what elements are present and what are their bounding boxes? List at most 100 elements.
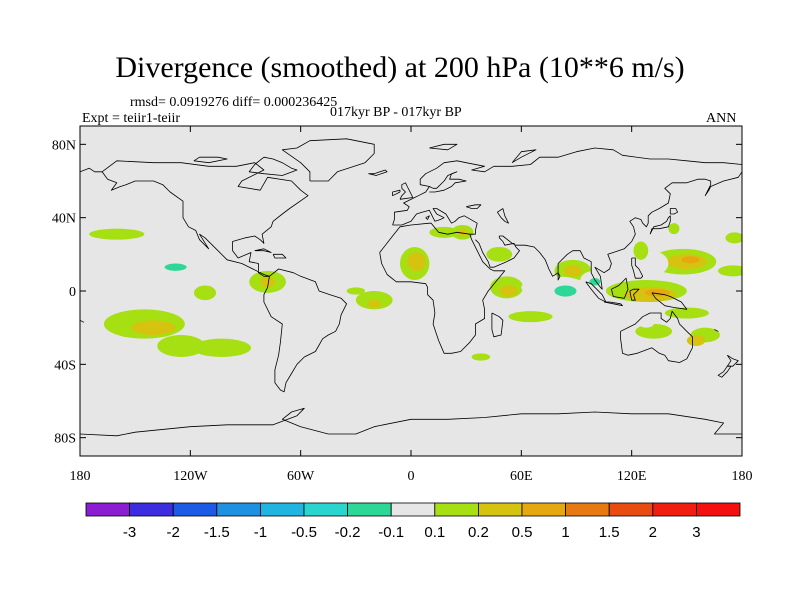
coastline xyxy=(714,329,719,332)
divergence-anomaly-region xyxy=(725,232,742,244)
divergence-anomaly-region xyxy=(635,324,673,339)
coastline xyxy=(392,147,742,226)
divergence-anomaly-region xyxy=(308,226,323,238)
season-label: ANN xyxy=(706,111,737,126)
coastline xyxy=(399,182,414,200)
divergence-anomaly-region xyxy=(686,335,706,346)
divergence-anomaly-region xyxy=(366,300,382,308)
coastline xyxy=(717,365,732,378)
colorbar-swatch xyxy=(303,502,348,517)
coastline xyxy=(557,272,561,281)
divergence-anomaly-region xyxy=(219,267,250,279)
coastline xyxy=(649,215,671,235)
colorbar-label: 3 xyxy=(692,524,700,541)
coastline xyxy=(368,169,388,176)
coastline xyxy=(425,215,430,220)
divergence-anomaly-region xyxy=(260,276,275,288)
coastline xyxy=(651,292,688,310)
divergence-anomaly-region xyxy=(499,285,518,297)
divergence-anomaly-region xyxy=(269,212,288,231)
coastline xyxy=(726,354,739,367)
colorbar-swatch xyxy=(521,502,566,517)
coastline xyxy=(379,222,506,354)
stats-line: rmsd= 0.0919276 diff= 0.000236425 xyxy=(130,95,338,110)
coastline xyxy=(248,156,298,176)
colorbar-label: -3 xyxy=(123,524,136,541)
coastline xyxy=(263,268,347,393)
colorbar-swatch xyxy=(652,502,697,517)
coastline xyxy=(511,149,537,164)
coastline xyxy=(497,208,509,224)
colorbar-swatch xyxy=(434,502,479,517)
divergence-anomaly-region xyxy=(320,278,354,290)
divergence-anomaly-region xyxy=(458,322,481,334)
period-label: 017kyr BP - 017kyr BP xyxy=(330,105,462,120)
colorbar-label: 1.5 xyxy=(599,524,620,541)
divergence-anomaly-region xyxy=(157,335,206,357)
colorbar-swatch xyxy=(216,502,261,517)
lat-tick-label: 40S xyxy=(54,358,76,373)
colorbar-swatch xyxy=(172,502,218,517)
coastline xyxy=(80,167,103,173)
coastline xyxy=(475,171,742,290)
colorbar-label: 0.5 xyxy=(512,524,533,541)
divergence-anomaly-region xyxy=(129,347,160,356)
coastline xyxy=(604,301,623,307)
divergence-anomaly-region xyxy=(456,228,469,236)
coastline xyxy=(631,257,644,279)
divergence-anomaly-region xyxy=(633,241,649,260)
coastline xyxy=(611,277,629,299)
divergence-anomaly-region xyxy=(690,241,720,249)
divergence-anomaly-region xyxy=(508,311,553,323)
coastline xyxy=(193,156,228,164)
divergence-anomaly-region xyxy=(247,311,274,326)
colorbar-swatch xyxy=(565,502,610,517)
divergence-anomaly-region xyxy=(436,351,467,359)
experiment-label: Expt = teiir1-teiir xyxy=(82,111,181,126)
colorbar-swatch xyxy=(477,502,523,517)
colorbar-label: 1 xyxy=(561,524,569,541)
lon-tick-label: 60E xyxy=(510,469,533,484)
coastline xyxy=(429,143,458,151)
coastline xyxy=(429,171,467,193)
colorbar-label: 0.2 xyxy=(468,524,489,541)
coastline xyxy=(629,288,640,301)
divergence-anomaly-region xyxy=(346,287,366,295)
colorbar-label: 0.1 xyxy=(424,524,445,541)
divergence-anomaly-region xyxy=(576,232,614,251)
divergence-anomaly-region xyxy=(192,338,252,358)
colorbar-swatch xyxy=(129,502,174,517)
lon-tick-label: 0 xyxy=(408,469,415,484)
divergence-anomaly-region xyxy=(554,285,577,297)
divergence-anomaly-region xyxy=(497,314,509,323)
lat-tick-label: 0 xyxy=(69,285,76,300)
divergence-anomaly-region xyxy=(407,252,426,271)
colorbar-swatch xyxy=(696,502,741,517)
coastline xyxy=(620,310,693,363)
colorbar-label: -0.5 xyxy=(291,524,317,541)
divergence-anomaly-region xyxy=(587,302,617,317)
colorbar-label: -1.5 xyxy=(204,524,230,541)
colorbar-label: -1 xyxy=(254,524,267,541)
coastline xyxy=(466,204,482,209)
lat-tick-label: 80S xyxy=(54,432,76,447)
lon-tick-label: 120W xyxy=(173,469,208,484)
lon-tick-label: 60W xyxy=(287,469,315,484)
coastline xyxy=(669,208,678,215)
divergence-anomaly-region xyxy=(471,353,491,361)
colorbar-label: -0.2 xyxy=(335,524,361,541)
divergence-anomaly-region xyxy=(681,256,700,264)
colorbar-swatch xyxy=(85,502,130,517)
divergence-anomaly-region xyxy=(521,276,588,299)
divergence-anomaly-region xyxy=(718,265,742,277)
divergence-anomaly-region xyxy=(486,247,513,262)
divergence-anomaly-region xyxy=(89,228,145,240)
lon-tick-label: 120E xyxy=(617,469,647,484)
chart-title: Divergence (smoothed) at 200 hPa (10**6 … xyxy=(115,51,685,84)
divergence-anomaly-region xyxy=(399,294,448,314)
colorbar-label: 2 xyxy=(649,524,657,541)
divergence-anomaly-region xyxy=(194,285,217,301)
coastline xyxy=(101,160,309,277)
lat-tick-label: 40N xyxy=(52,212,76,227)
coastline xyxy=(80,319,85,323)
